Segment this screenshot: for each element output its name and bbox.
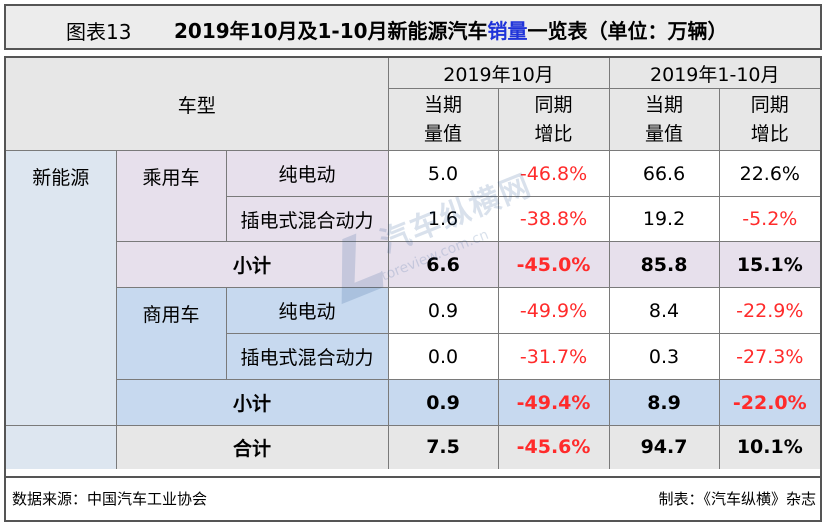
footer-maker: 制表：《汽车纵横》杂志 [658, 490, 816, 508]
oct-yoy-value: -49.9% [498, 287, 610, 334]
oct-yoy-value: -46.8% [498, 150, 610, 197]
total-spacer [6, 425, 117, 469]
ytd-yoy-value: 10.1% [719, 425, 821, 469]
table-row-subtotal: 小计 6.6 -45.0% 85.8 15.1% [6, 241, 821, 288]
oct-current-value: 1.6 [388, 196, 499, 242]
header-period-oct: 2019年10月 [388, 58, 610, 89]
header-oct-yoy: 同期 增比 [498, 88, 610, 151]
figure-number: 图表13 [66, 20, 132, 44]
ytd-current-value: 19.2 [609, 196, 720, 242]
header-ytd-current-l2: 量值 [645, 122, 684, 145]
ytd-yoy-value: 22.6% [719, 150, 821, 197]
oct-yoy-value: -31.7% [498, 333, 610, 380]
ytd-current-value: 0.3 [609, 333, 720, 380]
table-row: 插电式混合动力 0.0 -31.7% 0.3 -27.3% [6, 333, 821, 380]
sales-table: 车型 2019年10月 2019年1-10月 当期量值 同期增比 当期量值 同期… [6, 58, 821, 469]
ytd-yoy-value: 15.1% [719, 241, 821, 288]
oct-yoy-value: -45.0% [498, 241, 610, 288]
ytd-current-value: 8.4 [609, 287, 720, 334]
category-nev: 新能源 [6, 150, 117, 426]
ytd-current-value: 8.9 [609, 379, 720, 426]
header-ytd-current: 当期 量值 [609, 88, 720, 151]
category-passenger: 乘用车 [116, 150, 227, 242]
header-vehicle-type: 车型 [6, 58, 389, 151]
title-text-after: 一览表（单位：万辆） [527, 19, 728, 43]
ytd-current-value: 85.8 [609, 241, 720, 288]
powertrain-phev: 插电式混合动力 [226, 333, 389, 380]
ytd-yoy-value: -27.3% [719, 333, 821, 380]
header-oct-yoy-l2: 增比 [534, 122, 573, 145]
sales-table-frame: 车型 2019年10月 2019年1-10月 当期量值 同期增比 当期量值 同期… [4, 56, 822, 478]
powertrain-bev: 纯电动 [226, 150, 389, 197]
subtotal-label: 小计 [116, 379, 389, 426]
header-row-period: 车型 2019年10月 2019年1-10月 [6, 58, 821, 151]
table-row: 商用车 纯电动 0.9 -49.9% 8.4 -22.9% [6, 287, 821, 380]
header-ytd-current-l1: 当期 [645, 93, 684, 116]
header-ytd-yoy-l2: 增比 [750, 122, 789, 145]
ytd-yoy-value: -22.9% [719, 287, 821, 334]
oct-yoy-value: -45.6% [498, 425, 610, 469]
header-period-ytd: 2019年1-10月 [609, 58, 821, 89]
table-row: 新能源 乘用车 纯电动 5.0 -46.8% 66.6 22.6% [6, 150, 821, 426]
subtotal-label: 小计 [116, 241, 389, 288]
header-oct-yoy-l1: 同期 [534, 93, 573, 116]
oct-current-value: 0.9 [388, 379, 499, 426]
table-row: 插电式混合动力 1.6 -38.8% 19.2 -5.2% [6, 196, 821, 242]
oct-current-value: 5.0 [388, 150, 499, 197]
powertrain-bev: 纯电动 [226, 287, 389, 334]
oct-current-value: 0.0 [388, 333, 499, 380]
table-title-bar: 图表13 2019年10月及1-10月新能源汽车销量一览表（单位：万辆） [4, 4, 822, 50]
ytd-current-value: 94.7 [609, 425, 720, 469]
header-oct-current-l1: 当期 [424, 93, 463, 116]
footer-source: 数据来源：中国汽车工业协会 [12, 490, 208, 508]
header-ytd-yoy: 同期 增比 [719, 88, 821, 151]
table-row-subtotal: 小计 0.9 -49.4% 8.9 -22.0% [6, 379, 821, 426]
powertrain-phev: 插电式混合动力 [226, 196, 389, 242]
title-highlight: 销量 [487, 19, 528, 43]
ytd-current-value: 66.6 [609, 150, 720, 197]
oct-current-value: 7.5 [388, 425, 499, 469]
total-label: 合计 [116, 425, 389, 469]
header-ytd-yoy-l1: 同期 [750, 93, 789, 116]
oct-yoy-value: -49.4% [498, 379, 610, 426]
title-text-before: 2019年10月及1-10月新能源汽车 [174, 19, 488, 43]
footer-frame [4, 478, 822, 522]
ytd-yoy-value: -22.0% [719, 379, 821, 426]
oct-current-value: 0.9 [388, 287, 499, 334]
table-row-total: 合计 7.5 -45.6% 94.7 10.1% [6, 425, 821, 469]
category-commercial: 商用车 [116, 287, 227, 380]
header-oct-current: 当期 量值 [388, 88, 499, 151]
header-oct-current-l2: 量值 [424, 122, 463, 145]
header-row-metrics: 当期量值 同期增比 当期量值 同期增比 [6, 88, 821, 151]
oct-current-value: 6.6 [388, 241, 499, 288]
oct-yoy-value: -38.8% [498, 196, 610, 242]
table-title: 2019年10月及1-10月新能源汽车销量一览表（单位：万辆） [174, 15, 728, 44]
ytd-yoy-value: -5.2% [719, 196, 821, 242]
